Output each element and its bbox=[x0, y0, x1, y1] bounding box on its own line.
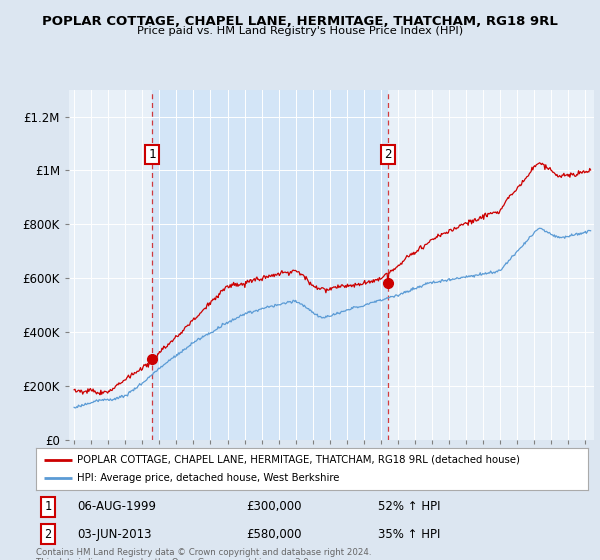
Text: POPLAR COTTAGE, CHAPEL LANE, HERMITAGE, THATCHAM, RG18 9RL: POPLAR COTTAGE, CHAPEL LANE, HERMITAGE, … bbox=[42, 15, 558, 28]
Text: 2: 2 bbox=[384, 148, 392, 161]
Text: Price paid vs. HM Land Registry's House Price Index (HPI): Price paid vs. HM Land Registry's House … bbox=[137, 26, 463, 36]
Text: POPLAR COTTAGE, CHAPEL LANE, HERMITAGE, THATCHAM, RG18 9RL (detached house): POPLAR COTTAGE, CHAPEL LANE, HERMITAGE, … bbox=[77, 455, 520, 465]
Text: 06-AUG-1999: 06-AUG-1999 bbox=[77, 501, 157, 514]
Text: 2: 2 bbox=[44, 528, 52, 540]
Text: 35% ↑ HPI: 35% ↑ HPI bbox=[378, 528, 440, 540]
Bar bbox=[152, 90, 388, 440]
Text: Contains HM Land Registry data © Crown copyright and database right 2024.
This d: Contains HM Land Registry data © Crown c… bbox=[36, 548, 371, 560]
Text: 1: 1 bbox=[148, 148, 156, 161]
Text: 1: 1 bbox=[44, 501, 52, 514]
Text: £580,000: £580,000 bbox=[246, 528, 301, 540]
Text: 52% ↑ HPI: 52% ↑ HPI bbox=[378, 501, 441, 514]
Text: £300,000: £300,000 bbox=[246, 501, 301, 514]
Text: HPI: Average price, detached house, West Berkshire: HPI: Average price, detached house, West… bbox=[77, 473, 340, 483]
Text: 03-JUN-2013: 03-JUN-2013 bbox=[77, 528, 152, 540]
